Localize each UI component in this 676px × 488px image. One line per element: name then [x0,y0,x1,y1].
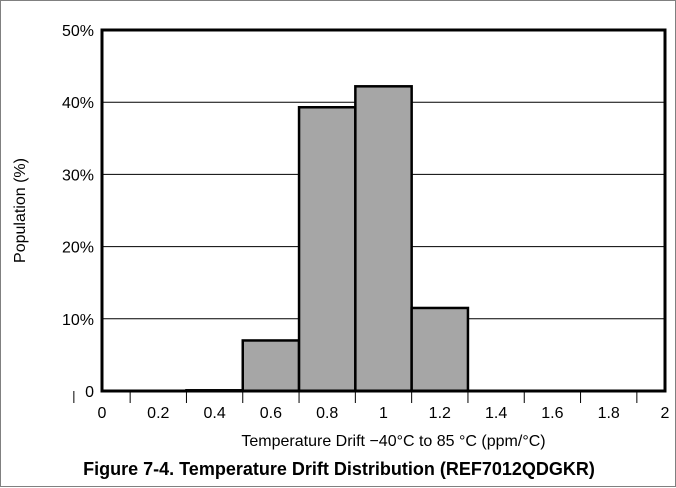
x-tick-label: 1.4 [485,405,507,422]
figure-caption: Figure 7-4. Temperature Drift Distributi… [83,459,595,479]
x-tick-label: 1 [379,405,388,422]
x-tick-label: 1.8 [598,405,620,422]
y-tick-label: 20% [62,240,94,257]
bars [185,85,470,393]
y-tick-label: 50% [62,23,94,40]
x-tick-label: 0.4 [203,405,225,422]
x-tick-label: 0.6 [260,405,282,422]
histogram-bar [410,306,470,393]
x-ticks: 0 0.2 0.4 0.6 0.8 1 1.2 1.4 1.6 1.8 2 [73,391,670,422]
x-axis-label: Temperature Drift −40°C to 85 °C (ppm/°C… [241,433,545,450]
y-tick-label: 0 [85,384,94,401]
x-tick-label: 0.2 [147,405,169,422]
x-tick-label: 2 [661,405,670,422]
histogram-bar [297,106,357,393]
plot-frame [100,28,667,393]
x-tick-label: 1.2 [429,405,451,422]
y-ticks: 0 10% 20% 30% 40% 50% [62,23,94,401]
histogram-bar [241,339,301,393]
x-tick-label: 0 [98,405,107,422]
y-tick-label: 40% [62,95,94,112]
histogram-bar [354,85,413,393]
x-tick-label: 1.6 [541,405,563,422]
y-tick-label: 10% [62,312,94,329]
y-axis-label: Population (%) [12,158,29,263]
x-tick-label: 0.8 [316,405,338,422]
y-tick-label: 30% [62,167,94,184]
